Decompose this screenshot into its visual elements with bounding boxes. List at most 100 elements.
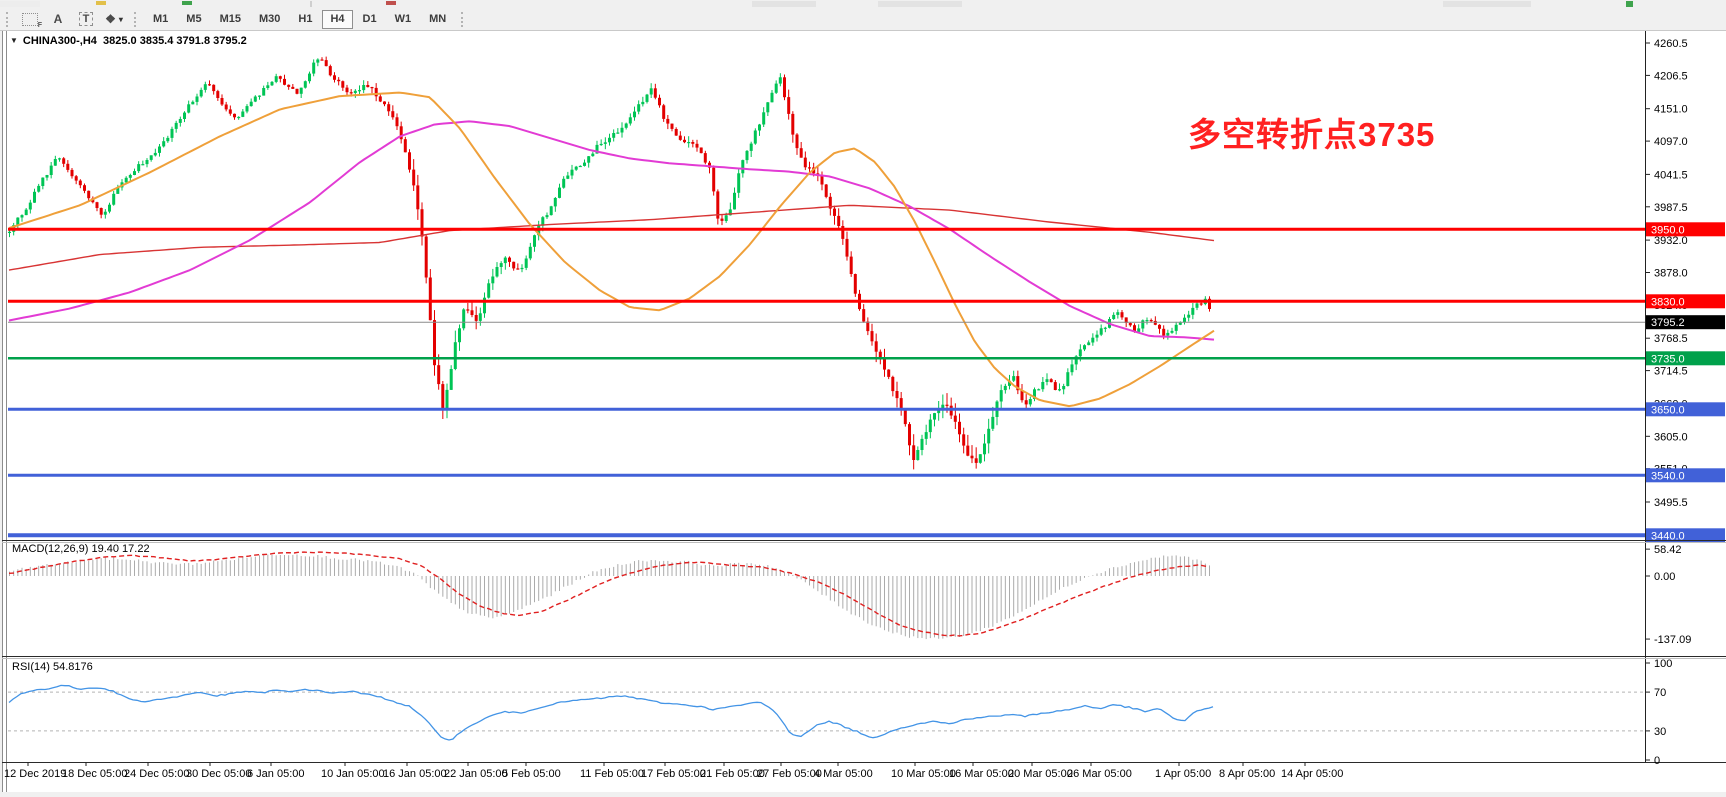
svg-text:26 Mar 05:00: 26 Mar 05:00 — [1067, 768, 1132, 780]
chart-title: ▼ CHINA300-,H4 3825.0 3835.4 3791.8 3795.… — [10, 35, 247, 47]
svg-text:1 Apr 05:00: 1 Apr 05:00 — [1155, 768, 1211, 780]
rsi-axis-labels: 100 70 30 0 — [1645, 658, 1672, 767]
chart-ohlc-values: 3825.0 3835.4 3791.8 3795.2 — [103, 35, 247, 47]
grid-icon: F — [22, 12, 42, 29]
svg-text:11 Feb 05:00: 11 Feb 05:00 — [580, 768, 644, 780]
svg-text:10 Mar 05:00: 10 Mar 05:00 — [891, 768, 956, 780]
svg-text:6 Jan 05:00: 6 Jan 05:00 — [247, 768, 305, 780]
chart-collapse-icon[interactable]: ▼ — [10, 36, 18, 45]
macd-axis-labels: 58.42 0.00 -137.09 — [1645, 544, 1691, 646]
svg-text:30 Dec 05:00: 30 Dec 05:00 — [186, 768, 251, 780]
svg-text:70: 70 — [1654, 687, 1666, 699]
price-axis-labels: 4260.5 4206.5 4151.0 4097.0 4041.5 3987.5 3932… — [1645, 38, 1725, 543]
hline-price-label: 3540.0 — [1651, 470, 1685, 482]
timeframe-w1[interactable]: W1 — [394, 13, 412, 25]
svg-text:14 Apr 05:00: 14 Apr 05:00 — [1281, 768, 1343, 780]
svg-text:4206.5: 4206.5 — [1654, 70, 1688, 82]
svg-text:3714.5: 3714.5 — [1654, 366, 1688, 378]
panel-splitter-macd[interactable] — [0, 538, 1726, 543]
macd-panel — [8, 551, 1211, 640]
toolbar-fragment — [386, 1, 396, 5]
chart-symbol-timeframe: CHINA300-,H4 — [22, 35, 97, 47]
toolbar-fragment — [182, 1, 192, 5]
svg-text:4 Mar 05:00: 4 Mar 05:00 — [814, 768, 873, 780]
svg-text:4097.0: 4097.0 — [1654, 136, 1688, 148]
timeframe-m5[interactable]: M5 — [186, 13, 202, 25]
time-axis[interactable] — [0, 762, 1645, 784]
toolbar-fragment — [752, 1, 816, 7]
main-price-panel — [8, 56, 1215, 470]
svg-text:0: 0 — [1654, 755, 1660, 767]
toolbar: F A T ❖ ▾ M1 M5 M15 M30 H1 H4 D1 W1 MN — [0, 8, 1726, 31]
svg-text:0.00: 0.00 — [1654, 571, 1675, 583]
svg-text:58.42: 58.42 — [1654, 544, 1682, 556]
hline-price-label: 3440.0 — [1651, 530, 1685, 542]
font-a-icon-button[interactable]: A — [46, 10, 70, 28]
svg-text:22 Jan 05:00: 22 Jan 05:00 — [444, 768, 508, 780]
hline-price-label: 3950.0 — [1651, 224, 1685, 236]
svg-text:20 Mar 05:00: 20 Mar 05:00 — [1008, 768, 1073, 780]
toolbar-grip[interactable] — [461, 11, 467, 27]
panel-splitter-rsi[interactable] — [0, 654, 1726, 659]
timeframe-h1[interactable]: H1 — [298, 13, 313, 25]
svg-text:16 Jan 05:00: 16 Jan 05:00 — [383, 768, 447, 780]
timeframe-m30[interactable]: M30 — [258, 13, 281, 25]
support-resistance-lines — [8, 227, 1645, 538]
font-icon: A — [53, 12, 63, 26]
chart-annotation-text: 多空转折点3735 — [1188, 116, 1436, 153]
svg-text:5 Feb 05:00: 5 Feb 05:00 — [502, 768, 561, 780]
svg-text:27 Feb 05:00: 27 Feb 05:00 — [757, 768, 822, 780]
shapes-icon: ❖ — [105, 12, 116, 26]
hline-price-label: 3830.0 — [1651, 296, 1685, 308]
svg-text:10 Jan 05:00: 10 Jan 05:00 — [321, 768, 385, 780]
toolbar-grip[interactable] — [134, 11, 140, 27]
svg-text:100: 100 — [1654, 658, 1672, 670]
timeframe-group: M1 M5 M15 M30 H1 H4 D1 W1 MN — [144, 9, 455, 29]
toolbar-fragment — [1626, 1, 1633, 7]
svg-text:24 Dec 05:00: 24 Dec 05:00 — [124, 768, 189, 780]
hline-price-label: 3735.0 — [1651, 353, 1685, 365]
svg-text:18 Dec 05:00: 18 Dec 05:00 — [62, 768, 127, 780]
timeframe-m15[interactable]: M15 — [219, 13, 241, 25]
macd-signal-line — [8, 551, 1210, 637]
macd-histogram — [9, 554, 1211, 640]
chevron-down-icon: ▾ — [118, 14, 123, 24]
svg-text:3878.0: 3878.0 — [1654, 268, 1688, 280]
rsi-panel — [8, 684, 1645, 741]
svg-text:4041.5: 4041.5 — [1654, 169, 1688, 181]
svg-text:3605.0: 3605.0 — [1654, 431, 1688, 443]
svg-text:3768.5: 3768.5 — [1654, 333, 1688, 345]
rsi-line — [8, 684, 1214, 741]
price-axis[interactable] — [1646, 30, 1726, 762]
timeframe-mn[interactable]: MN — [429, 13, 447, 25]
toolbar-fragment — [878, 1, 962, 7]
shapes-icon-button[interactable]: ❖ ▾ — [102, 10, 126, 28]
timeframe-m1[interactable]: M1 — [153, 13, 169, 25]
current-price-label: 3795.2 — [1651, 317, 1685, 329]
timeframe-h4[interactable]: H4 — [322, 9, 353, 29]
svg-text:4260.5: 4260.5 — [1654, 38, 1688, 50]
toolbar-grip[interactable] — [6, 11, 12, 27]
svg-text:4151.0: 4151.0 — [1654, 104, 1688, 116]
timeframe-d1[interactable]: D1 — [362, 13, 377, 25]
toolbar-fragment — [96, 1, 106, 5]
svg-text:16 Mar 05:00: 16 Mar 05:00 — [949, 768, 1014, 780]
toolbar-fragment — [310, 1, 312, 7]
macd-indicator-label: MACD(12,26,9) 19.40 17.22 — [12, 543, 150, 555]
grid-f-icon-button[interactable]: F — [18, 10, 42, 29]
toolbar-fragment — [0, 1, 40, 7]
svg-text:21 Feb 05:00: 21 Feb 05:00 — [700, 768, 765, 780]
svg-text:-137.09: -137.09 — [1654, 634, 1691, 646]
hline-price-label: 3650.0 — [1651, 404, 1685, 416]
toolbar-fragment — [1443, 1, 1531, 7]
svg-text:12 Dec 2019: 12 Dec 2019 — [4, 768, 66, 780]
text-icon: T — [78, 12, 94, 26]
text-box-icon-button[interactable]: T — [74, 10, 98, 28]
svg-text:3932.0: 3932.0 — [1654, 235, 1688, 247]
toolbar-icon-group: F A T ❖ ▾ — [16, 10, 128, 29]
svg-text:17 Feb 05:00: 17 Feb 05:00 — [641, 768, 706, 780]
rsi-indicator-label: RSI(14) 54.8176 — [12, 661, 93, 673]
svg-text:3987.5: 3987.5 — [1654, 202, 1688, 214]
